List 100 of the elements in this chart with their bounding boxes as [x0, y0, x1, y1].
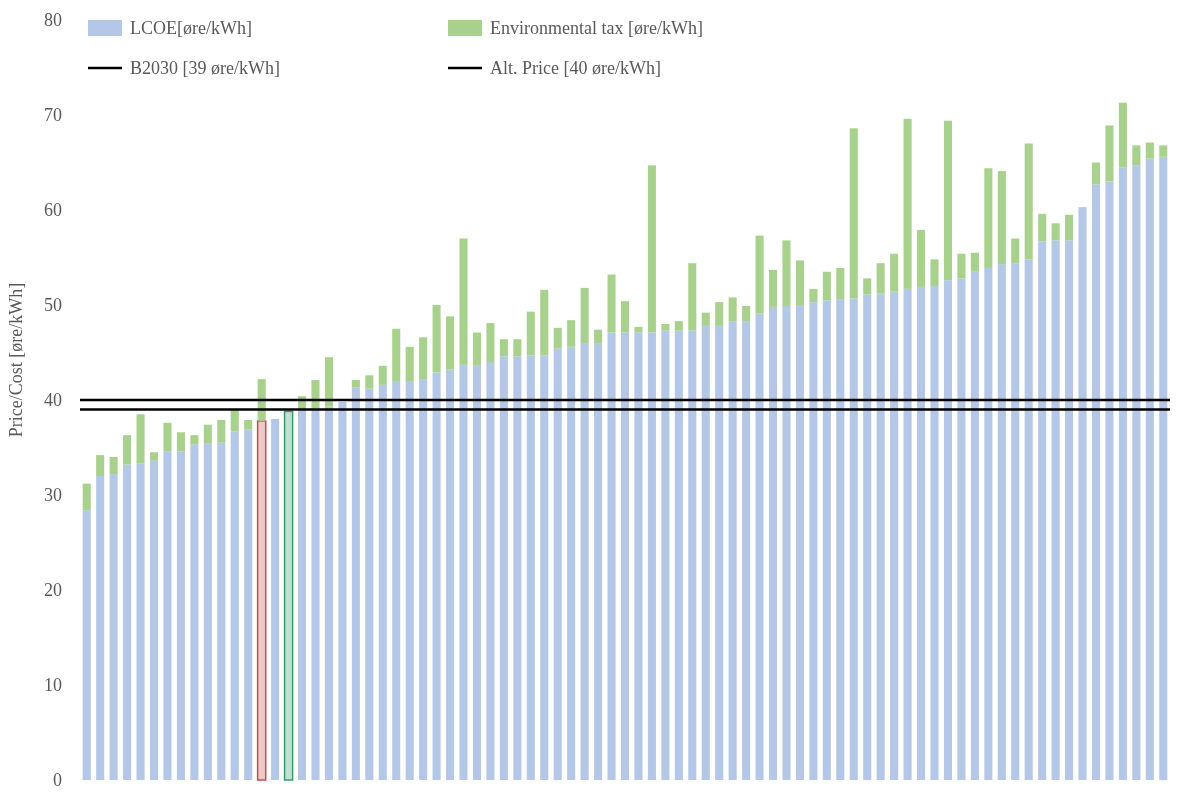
bar	[1118, 102, 1127, 168]
bar	[392, 381, 401, 780]
bar	[863, 294, 872, 780]
bar	[634, 332, 643, 780]
bar	[217, 442, 226, 780]
bar	[594, 343, 603, 780]
bar	[822, 300, 831, 780]
bar	[190, 435, 199, 445]
bar	[432, 305, 441, 373]
bar	[890, 291, 899, 780]
bar	[96, 476, 105, 780]
bar	[230, 431, 239, 780]
bar	[298, 409, 307, 780]
legend-label: Environmental tax [øre/kWh]	[490, 18, 703, 39]
bar	[1065, 240, 1074, 780]
bar	[136, 414, 145, 464]
bar	[970, 252, 979, 272]
bar	[1038, 213, 1047, 242]
bar	[459, 238, 468, 365]
bar	[1105, 181, 1114, 780]
bar	[1118, 167, 1127, 780]
bar	[634, 326, 643, 333]
bar	[446, 369, 455, 780]
bar	[1105, 125, 1114, 182]
y-tick-label: 0	[53, 770, 62, 791]
bar	[499, 356, 508, 780]
bar	[620, 332, 630, 780]
bar	[742, 321, 751, 780]
bar	[392, 328, 401, 381]
bar	[876, 263, 885, 294]
bar	[203, 443, 212, 780]
bar	[244, 429, 253, 780]
bar	[1159, 156, 1168, 780]
bar	[580, 287, 589, 343]
bar	[1145, 158, 1154, 780]
y-tick-label: 40	[44, 390, 62, 411]
bar	[513, 339, 522, 357]
bar	[486, 323, 495, 362]
bar	[997, 264, 1006, 780]
bar	[688, 263, 697, 331]
bar	[701, 312, 710, 326]
bar	[176, 451, 185, 780]
bar	[822, 271, 831, 301]
bar	[365, 375, 374, 389]
y-axis-title: Price/Cost [øre/kWh]	[6, 282, 26, 438]
bar	[136, 463, 145, 780]
bar	[499, 339, 508, 357]
bar	[283, 410, 294, 781]
y-tick-label: 60	[44, 200, 62, 221]
bar	[957, 253, 966, 279]
bar	[123, 464, 132, 780]
y-tick-label: 80	[44, 10, 62, 31]
bar	[526, 355, 535, 780]
bar	[984, 267, 993, 780]
bar	[607, 274, 616, 333]
bar	[567, 346, 576, 780]
bar	[943, 280, 952, 780]
bar	[256, 420, 267, 781]
bar	[230, 409, 239, 432]
bar	[849, 128, 858, 299]
bar	[311, 408, 320, 780]
bar	[1159, 145, 1168, 157]
bar	[849, 298, 858, 780]
bar	[688, 330, 697, 780]
bar	[809, 302, 818, 780]
bar	[123, 435, 132, 465]
bar	[553, 327, 562, 349]
bar	[715, 325, 724, 780]
y-tick-label: 10	[44, 675, 62, 696]
bar	[1051, 240, 1060, 780]
bar	[446, 316, 455, 370]
bar	[809, 288, 818, 303]
bar	[459, 364, 468, 780]
bar	[795, 305, 804, 780]
bar	[365, 388, 374, 780]
bar	[271, 419, 280, 780]
bar	[1091, 162, 1101, 185]
bar	[486, 362, 495, 780]
bar	[567, 320, 576, 347]
bar	[674, 321, 683, 331]
bar	[768, 306, 778, 780]
bar	[782, 240, 791, 306]
bar	[109, 457, 118, 475]
bar	[863, 278, 872, 295]
legend-label: B2030 [39 øre/kWh]	[130, 58, 280, 79]
bar	[768, 269, 778, 307]
bar	[338, 401, 347, 780]
bar	[876, 293, 885, 780]
bar	[647, 332, 656, 780]
bar	[1145, 142, 1154, 159]
bar	[149, 452, 159, 461]
bar	[244, 419, 253, 430]
bar	[701, 325, 710, 780]
bar	[755, 235, 764, 314]
bar	[1024, 259, 1033, 780]
y-tick-label: 50	[44, 295, 62, 316]
bar	[324, 406, 333, 780]
bar	[472, 332, 482, 366]
bar	[715, 302, 724, 326]
y-tick-label: 20	[44, 580, 62, 601]
